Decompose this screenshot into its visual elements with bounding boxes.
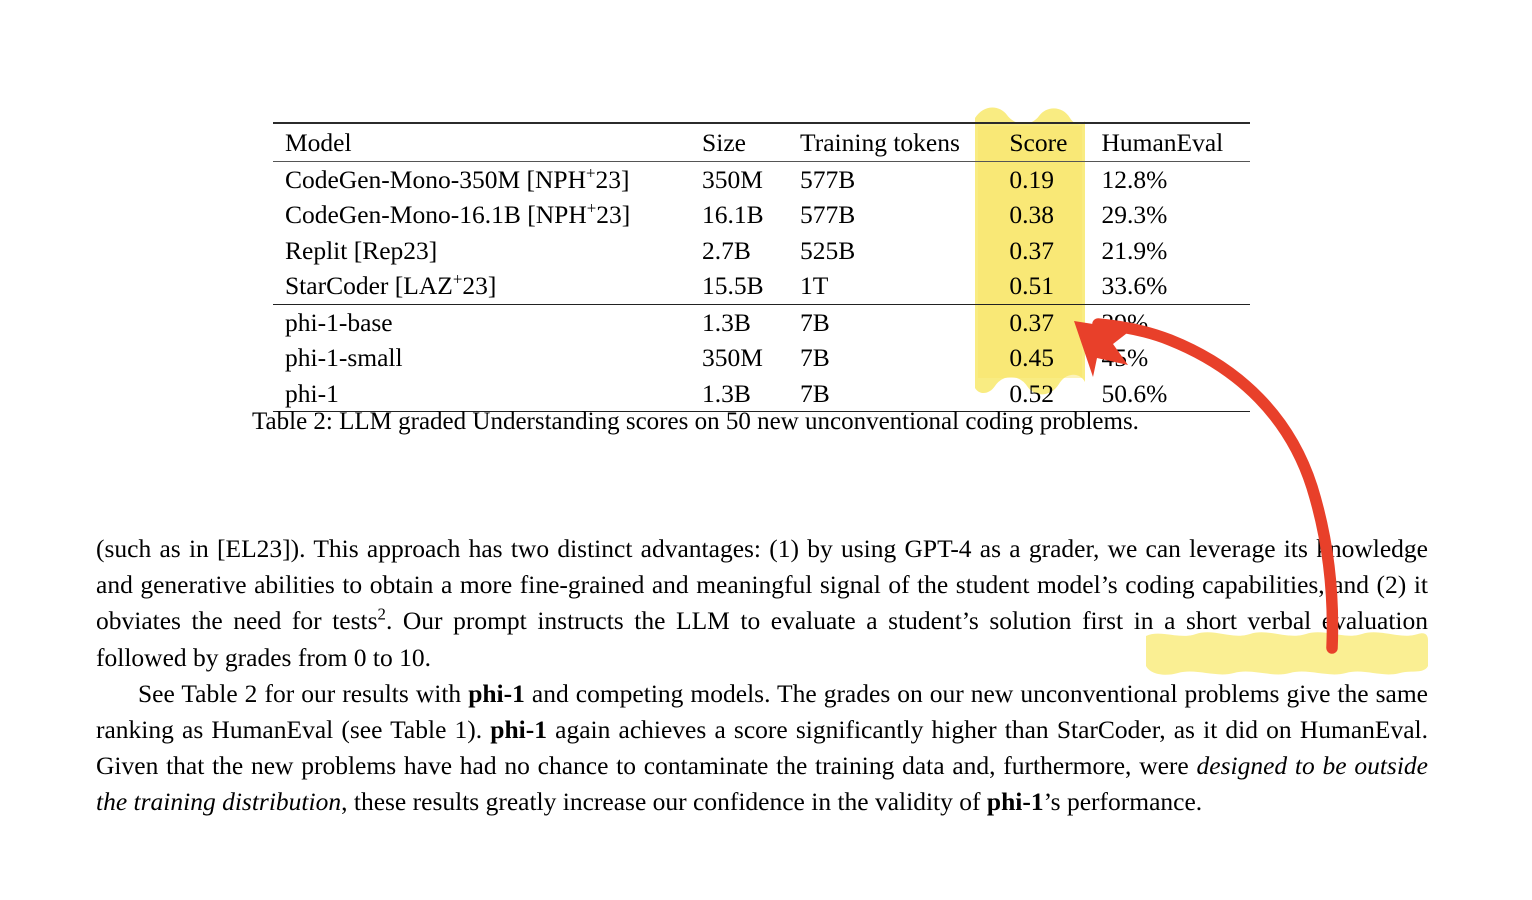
cell-size: 1.3B (702, 303, 801, 340)
cell-size: 1.3B (702, 378, 751, 408)
cell-size: 2.7B (702, 235, 751, 265)
results-table-container: Model Size Training tokens Score HumanEv… (273, 122, 1250, 412)
model-name-superscript: + (586, 198, 597, 218)
cell-model: phi-1-base (273, 303, 703, 340)
cell-score: 0.51 (1009, 271, 1054, 300)
model-name-text: phi-1-small (285, 343, 403, 372)
table-caption: Table 2: LLM graded Understanding scores… (252, 408, 1139, 435)
paragraph-two-segment-three: again achieves a score significantly hig… (96, 715, 1428, 781)
bold-phi1-first: phi-1 (468, 678, 525, 708)
cell-score: 0.37 (1009, 235, 1054, 265)
cell-model: Replit [Rep23] (273, 233, 702, 269)
cell-humaneval: 21.9% (1101, 235, 1168, 265)
cell-score: 0.52 (1009, 378, 1054, 408)
paragraph-two-segment-one: See Table 2 for our results with (138, 678, 469, 708)
model-name-superscript: + (452, 269, 463, 289)
cell-training-tokens: 525B (800, 235, 856, 265)
cell-humaneval: 12.8% (1101, 160, 1250, 197)
results-table: Model Size Training tokens Score HumanEv… (273, 122, 1250, 412)
model-name-text: Replit [Rep23] (285, 235, 438, 265)
paragraph-one: (such as in [EL23]). This approach has t… (96, 531, 1428, 676)
table-row: phi-1 1.3B 7B 0.52 50.6% (273, 376, 1250, 412)
column-header-score: Score (1009, 122, 1102, 161)
cell-score: 0.45 (1009, 343, 1054, 372)
cell-training-tokens: 7B (800, 378, 830, 408)
cell-size: 350M (702, 160, 801, 197)
cell-score: 0.38 (1009, 200, 1054, 229)
cell-training-tokens: 577B (800, 160, 1010, 197)
model-name-suffix: 23] (595, 164, 630, 194)
footnote-marker: 2 (377, 604, 386, 624)
table-body: Model Size Training tokens Score HumanEv… (273, 122, 1250, 412)
column-header-training-tokens: Training tokens (800, 122, 1010, 161)
model-name-superscript: + (586, 163, 596, 182)
highlighted-phrase-grades: grades from 0 to 10. (224, 642, 431, 672)
cell-size: 16.1B (702, 200, 764, 229)
cell-training-tokens: 7B (800, 343, 830, 372)
table-row: Replit [Rep23] 2.7B 525B 0.37 21.9% (273, 233, 1250, 269)
cell-humaneval: 50.6% (1101, 378, 1168, 408)
cell-training-tokens: 7B (800, 303, 1010, 340)
cell-training-tokens: 577B (800, 200, 856, 229)
cell-size: 15.5B (702, 271, 764, 300)
bold-phi1-second: phi-1 (490, 715, 547, 745)
cell-model: StarCoder [LAZ+23] (273, 268, 702, 304)
cell-score: 0.37 (1009, 303, 1102, 340)
cell-model: phi-1-small (273, 340, 702, 376)
table-row: phi-1-small 350M 7B 0.45 45% (273, 340, 1250, 376)
italic-phrase-designed-outside: designed to be outside the training dist… (96, 751, 1428, 817)
cell-humaneval: 29.3% (1101, 200, 1168, 229)
column-header-humaneval: HumanEval (1101, 122, 1250, 161)
table-row: phi-1-base 1.3B 7B 0.37 29% (273, 303, 1250, 340)
model-name-text: phi-1-base (285, 307, 393, 337)
paragraph-two-segment-five: ’s performance. (1043, 787, 1203, 817)
model-name-suffix: 23] (596, 200, 631, 229)
bold-phi1-third: phi-1 (986, 787, 1044, 817)
cell-size: 350M (702, 343, 763, 372)
cell-humaneval: 45% (1101, 343, 1149, 372)
table-row: CodeGen-Mono-350M [NPH+23] 350M 577B 0.1… (273, 160, 1250, 197)
paragraph-two-segment-four: , these results greatly increase our con… (341, 787, 987, 817)
model-name-text: CodeGen-Mono-350M [NPH (285, 164, 587, 194)
table-row: CodeGen-Mono-16.1B [NPH+23] 16.1B 577B 0… (273, 197, 1250, 233)
model-name-suffix: 23] (462, 271, 497, 300)
cell-training-tokens: 1T (800, 271, 829, 300)
cell-model: CodeGen-Mono-350M [NPH+23] (273, 160, 703, 197)
model-name-text: CodeGen-Mono-16.1B [NPH (285, 200, 587, 229)
table-row: StarCoder [LAZ+23] 15.5B 1T 0.51 33.6% (273, 268, 1250, 304)
body-text-column: (such as in [EL23]). This approach has t… (96, 531, 1428, 821)
paragraph-two-segment-two: and competing models. The grades on our … (96, 678, 1428, 745)
column-header-size: Size (702, 122, 801, 161)
model-name-text: StarCoder [LAZ (285, 271, 453, 300)
model-name-text: phi-1 (285, 378, 339, 408)
cell-model: phi-1 (273, 376, 702, 412)
column-header-model: Model (273, 122, 703, 161)
table-header-row: Model Size Training tokens Score HumanEv… (273, 122, 1250, 161)
cell-score: 0.19 (1009, 160, 1102, 197)
cell-humaneval: 33.6% (1101, 271, 1168, 300)
paragraph-two: See Table 2 for our results with phi-1 a… (96, 676, 1428, 821)
cell-model: CodeGen-Mono-16.1B [NPH+23] (273, 197, 702, 233)
cell-humaneval: 29% (1101, 303, 1250, 340)
